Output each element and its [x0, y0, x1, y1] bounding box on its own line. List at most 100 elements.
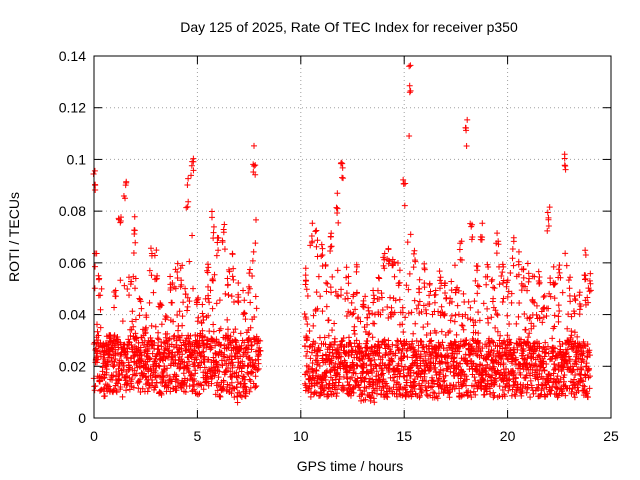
roti-point: [529, 298, 536, 305]
roti-point: [490, 284, 497, 291]
roti-point: [418, 338, 425, 345]
roti-point: [523, 360, 530, 367]
roti-point: [225, 291, 232, 298]
roti-point: [333, 393, 340, 400]
roti-point: [447, 317, 454, 324]
roti-point: [184, 303, 191, 310]
roti-point: [456, 348, 463, 355]
roti-point: [309, 365, 316, 372]
roti-point: [462, 125, 469, 132]
roti-point: [584, 294, 591, 301]
roti-point: [410, 369, 417, 376]
roti-point: [406, 82, 413, 89]
roti-point: [95, 292, 102, 299]
y-tick-label: 0: [78, 410, 86, 426]
roti-point: [177, 283, 184, 290]
roti-point: [506, 383, 513, 390]
roti-point: [228, 379, 235, 386]
roti-point: [416, 285, 423, 292]
roti-point: [173, 341, 180, 348]
roti-point: [167, 388, 174, 395]
roti-point: [308, 383, 315, 390]
roti-point: [133, 335, 140, 342]
roti-point: [168, 378, 175, 385]
roti-point: [576, 340, 583, 347]
roti-point: [146, 354, 153, 361]
roti-point: [545, 223, 552, 230]
roti-point: [445, 352, 452, 359]
roti-point: [520, 348, 527, 355]
roti-point: [543, 312, 550, 319]
roti-point: [484, 273, 491, 280]
roti-point: [215, 247, 222, 254]
roti-point: [152, 355, 159, 362]
roti-point: [423, 387, 430, 394]
roti-point: [304, 334, 311, 341]
roti-point: [463, 382, 470, 389]
roti-point: [429, 383, 436, 390]
roti-point: [496, 281, 503, 288]
roti-point: [200, 313, 207, 320]
roti-point: [534, 366, 541, 373]
roti-point: [440, 378, 447, 385]
roti-point: [237, 353, 244, 360]
roti-point: [390, 374, 397, 381]
roti-point: [241, 310, 248, 317]
roti-point: [446, 328, 453, 335]
roti-point: [398, 357, 405, 364]
roti-point: [329, 377, 336, 384]
roti-point: [160, 339, 167, 346]
roti-point: [92, 263, 99, 270]
roti-point: [412, 320, 419, 327]
roti-point: [319, 308, 326, 315]
roti-point: [420, 302, 427, 309]
roti-point: [499, 269, 506, 276]
roti-point: [351, 323, 358, 330]
roti-point: [339, 164, 346, 171]
roti-point: [162, 316, 169, 323]
roti-point: [464, 116, 471, 123]
roti-point: [493, 240, 500, 247]
roti-point: [148, 272, 155, 279]
roti-point: [475, 343, 482, 350]
roti-point: [175, 333, 182, 340]
roti-point: [380, 254, 387, 261]
roti-point: [494, 312, 501, 319]
roti-point: [359, 356, 366, 363]
roti-point: [212, 391, 219, 398]
roti-point: [345, 280, 352, 287]
roti-point: [523, 389, 530, 396]
roti-point: [439, 339, 446, 346]
roti-point: [512, 392, 519, 399]
roti-point: [228, 352, 235, 359]
roti-point: [474, 290, 481, 297]
roti-point: [380, 338, 387, 345]
roti-point: [210, 277, 217, 284]
roti-point: [459, 322, 466, 329]
roti-point: [555, 274, 562, 281]
roti-point: [502, 365, 509, 372]
roti-point: [401, 353, 408, 360]
roti-point: [233, 384, 240, 391]
roti-point: [558, 385, 565, 392]
roti-point: [333, 204, 340, 211]
roti-point: [130, 249, 137, 256]
roti-point: [511, 370, 518, 377]
roti-point: [540, 304, 547, 311]
roti-point: [542, 349, 549, 356]
roti-point: [353, 289, 360, 296]
roti-point: [228, 293, 235, 300]
roti-point: [308, 232, 315, 239]
roti-point: [515, 248, 522, 255]
roti-point: [505, 377, 512, 384]
roti-point: [450, 358, 457, 365]
roti-point: [496, 383, 503, 390]
roti-point: [503, 279, 510, 286]
roti-point: [254, 366, 261, 373]
roti-point: [199, 310, 206, 317]
roti-point: [509, 246, 516, 253]
roti-point: [132, 239, 139, 246]
roti-point: [584, 394, 591, 401]
roti-point: [159, 373, 166, 380]
roti-point: [243, 386, 250, 393]
